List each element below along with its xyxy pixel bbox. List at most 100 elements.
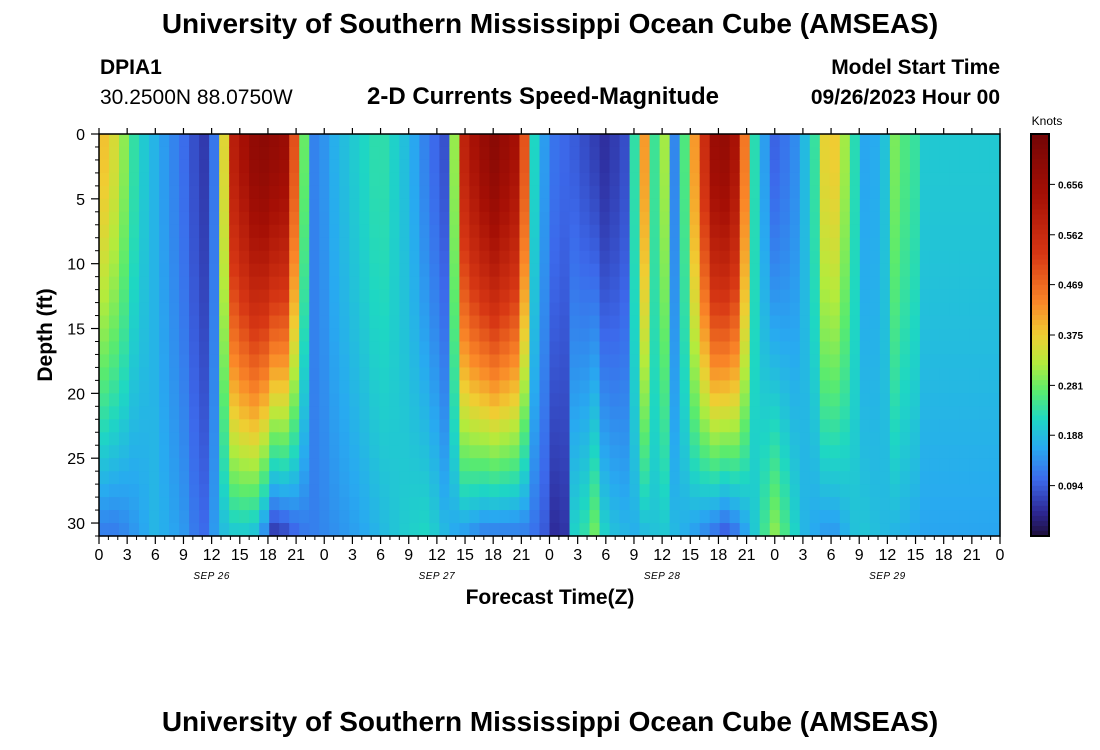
heatmap-cell — [359, 172, 370, 187]
heatmap-cell — [139, 354, 150, 369]
colorbar-tick-label: 0.188 — [1058, 431, 1083, 442]
heatmap-cell — [829, 302, 841, 317]
heatmap-cell — [779, 419, 791, 433]
heatmap-cell — [859, 146, 871, 161]
heatmap-cell — [659, 432, 671, 446]
heatmap-cell — [539, 419, 551, 433]
heatmap-cell — [659, 224, 671, 239]
heatmap-cell — [579, 354, 591, 369]
heatmap-cell — [469, 419, 481, 433]
heatmap-cell — [169, 510, 180, 524]
heatmap-cell — [599, 250, 611, 265]
heatmap-cell — [549, 393, 561, 407]
heatmap-cell — [699, 159, 711, 174]
heatmap-cell — [759, 263, 771, 278]
heatmap-cell — [259, 497, 270, 511]
heatmap-cell — [619, 458, 631, 472]
heatmap-cell — [209, 497, 220, 511]
heatmap-cell — [899, 302, 911, 317]
heatmap-cell — [629, 198, 641, 213]
heatmap-cell — [559, 367, 571, 381]
heatmap-cell — [129, 510, 140, 524]
heatmap-cell — [249, 263, 260, 278]
heatmap-cell — [429, 406, 440, 420]
heatmap-cell — [139, 276, 150, 291]
heatmap-cell — [749, 159, 761, 174]
heatmap-cell — [989, 367, 1001, 381]
heatmap-cell — [889, 341, 901, 356]
heatmap-cell — [439, 276, 450, 291]
heatmap-cell — [159, 367, 170, 381]
heatmap-cell — [839, 328, 851, 343]
heatmap-cell — [649, 211, 661, 226]
heatmap-cell — [269, 523, 280, 537]
heatmap-cell — [619, 276, 631, 291]
heatmap-cell — [419, 406, 430, 420]
heatmap-cell — [139, 263, 150, 278]
heatmap-cell — [599, 510, 611, 524]
heatmap-cell — [679, 172, 691, 187]
heatmap-cell — [439, 159, 450, 174]
heatmap-cell — [359, 302, 370, 317]
heatmap-cell — [599, 276, 611, 291]
heatmap-cell — [319, 172, 330, 187]
heatmap-cell — [589, 497, 601, 511]
y-tick-label: 5 — [76, 192, 85, 209]
heatmap-cell — [309, 276, 320, 291]
heatmap-cell — [739, 185, 751, 200]
heatmap-cell — [329, 523, 340, 537]
heatmap-cell — [909, 315, 921, 330]
heatmap-cell — [799, 341, 811, 356]
heatmap-cell — [289, 406, 300, 420]
heatmap-cell — [679, 328, 691, 343]
heatmap-cell — [579, 211, 591, 226]
heatmap-cell — [609, 523, 621, 537]
heatmap-cell — [449, 367, 460, 381]
heatmap-cell — [199, 484, 210, 498]
heatmap-cell — [459, 380, 471, 394]
heatmap-cell — [359, 367, 370, 381]
heatmap-cell — [689, 523, 701, 537]
heatmap-cell — [879, 510, 891, 524]
heatmap-cell — [229, 328, 240, 343]
heatmap-cell — [279, 250, 290, 265]
heatmap-cell — [339, 159, 350, 174]
heatmap-cell — [509, 302, 521, 317]
heatmap-cell — [319, 302, 330, 317]
heatmap-cell — [409, 497, 420, 511]
heatmap-cell — [299, 211, 310, 226]
heatmap-cell — [409, 263, 420, 278]
heatmap-cell — [929, 419, 941, 433]
heatmap-cell — [729, 523, 741, 537]
heatmap-cell — [849, 237, 861, 252]
heatmap-cell — [459, 354, 471, 369]
heatmap-cell — [189, 523, 200, 537]
heatmap-cell — [829, 328, 841, 343]
heatmap-cell — [919, 393, 931, 407]
heatmap-cell — [299, 315, 310, 330]
heatmap-cell — [359, 289, 370, 304]
heatmap-cell — [229, 146, 240, 161]
heatmap-cell — [819, 198, 831, 213]
heatmap-cell — [459, 484, 471, 498]
heatmap-cell — [109, 224, 120, 239]
heatmap-cell — [689, 276, 701, 291]
heatmap-cell — [139, 393, 150, 407]
heatmap-cell — [529, 484, 541, 498]
colorbar-swatch — [1031, 450, 1049, 457]
heatmap-cell — [669, 146, 681, 161]
heatmap-cell — [469, 315, 481, 330]
heatmap-cell — [229, 276, 240, 291]
heatmap-cell — [519, 224, 531, 239]
heatmap-cell — [349, 497, 360, 511]
heatmap-cell — [649, 419, 661, 433]
heatmap-cell — [779, 237, 791, 252]
heatmap-cell — [119, 393, 130, 407]
heatmap-cell — [609, 198, 621, 213]
heatmap-cell — [509, 367, 521, 381]
heatmap-cell — [149, 302, 160, 317]
heatmap-cell — [179, 289, 190, 304]
heatmap-cell — [779, 484, 791, 498]
heatmap-cell — [849, 406, 861, 420]
heatmap-cell — [239, 393, 250, 407]
